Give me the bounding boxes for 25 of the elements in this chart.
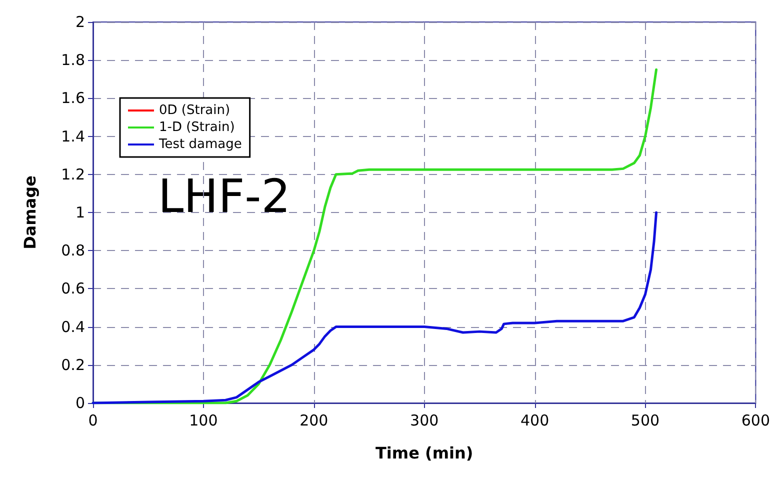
annotation: LHF-2	[158, 169, 291, 223]
x-tick-label: 600	[741, 412, 770, 430]
legend-label: 0D (Strain)	[159, 103, 230, 118]
x-tick-label: 400	[520, 412, 550, 430]
legend-label: 1-D (Strain)	[159, 120, 235, 135]
y-tick-label: 1.4	[61, 127, 85, 146]
y-axis-title: Damage	[20, 175, 40, 250]
x-tick-label: 200	[300, 412, 328, 430]
y-tick-label: 1	[75, 204, 85, 222]
y-tick-label: 0	[75, 394, 85, 412]
y-tick-label: 2	[75, 13, 85, 31]
x-tick-label: 300	[410, 412, 439, 430]
x-tick-label: 100	[189, 412, 218, 430]
line-series	[92, 211, 658, 404]
y-tick-label: 0.2	[61, 356, 85, 374]
legend-label: Test damage	[158, 137, 242, 152]
y-tick-label: 0.8	[61, 242, 85, 260]
y-tick-label: 1.8	[61, 51, 85, 70]
y-tick-label: 1.2	[61, 165, 85, 184]
y-tick-label: 0.6	[61, 280, 85, 298]
y-tick-label: 0.4	[61, 318, 85, 336]
x-tick-label: 500	[630, 412, 660, 430]
x-tick-label: 0	[88, 412, 98, 430]
x-axis-title: Time (min)	[376, 444, 474, 462]
y-tick-label: 1.6	[61, 89, 85, 108]
